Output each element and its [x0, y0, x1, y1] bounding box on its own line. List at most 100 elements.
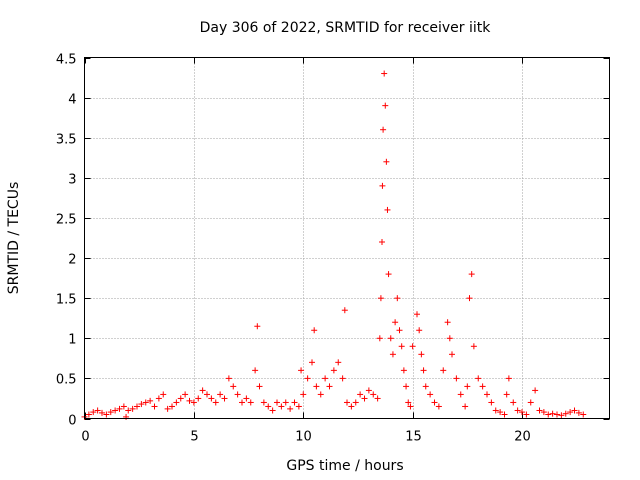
data-point [298, 367, 305, 374]
data-point [523, 411, 530, 418]
data-point [311, 327, 318, 334]
data-point [400, 367, 407, 374]
data-point [341, 307, 348, 314]
data-point [256, 383, 263, 390]
data-point [309, 359, 315, 366]
data-point [365, 387, 372, 394]
x-tick-label: 0 [81, 430, 89, 445]
y-tick-label: 3 [68, 173, 76, 188]
data-point [387, 335, 394, 342]
data-point [394, 295, 401, 302]
data-point [382, 102, 389, 109]
data-point [464, 383, 471, 390]
y-tick-label: 3.5 [56, 133, 77, 148]
data-point [107, 409, 114, 416]
data-point [204, 391, 210, 398]
data-point [457, 391, 464, 398]
data-point [466, 295, 473, 302]
data-point [376, 335, 383, 342]
data-point [405, 399, 412, 406]
data-point [173, 399, 180, 406]
data-point [370, 391, 377, 398]
data-point [243, 395, 250, 402]
tick-labels: 0 0.5 1 1.5 2 2.5 3 3.5 4 4.5 0 5 10 15 20 [56, 53, 531, 445]
plot-frame [84, 57, 610, 419]
data-point [501, 411, 508, 418]
data-point [385, 271, 392, 278]
data-point [155, 395, 162, 402]
data-point [492, 407, 499, 414]
x-tick-label: 20 [514, 430, 531, 445]
data-point [221, 395, 228, 402]
y-tick-label: 0.5 [56, 373, 77, 388]
data-point [291, 399, 298, 406]
data-point [444, 319, 451, 326]
data-point [208, 395, 215, 402]
data-point [317, 391, 324, 398]
data-point [532, 387, 539, 394]
data-points [81, 70, 587, 420]
data-point [147, 397, 154, 404]
data-point [278, 403, 285, 410]
data-point [160, 391, 167, 398]
data-point [407, 403, 414, 410]
data-point [470, 343, 477, 350]
data-point [449, 351, 455, 358]
data-point [186, 397, 193, 404]
y-tick-label: 1.5 [56, 293, 77, 308]
data-point [475, 375, 482, 382]
data-point [374, 395, 381, 402]
data-point [348, 403, 355, 410]
data-point [505, 375, 512, 382]
data-point [396, 327, 403, 334]
data-point [295, 403, 302, 410]
data-point [182, 391, 189, 398]
y-tick-label: 4.5 [56, 53, 77, 68]
data-point [339, 375, 346, 382]
data-point [510, 399, 517, 406]
data-point [580, 411, 587, 418]
data-point [377, 295, 384, 302]
data-point [304, 375, 311, 382]
data-point [234, 391, 241, 398]
data-point [389, 351, 396, 358]
data-point [94, 407, 101, 414]
y-tick-label: 4 [68, 93, 76, 108]
data-point [103, 411, 110, 418]
data-point [435, 403, 442, 410]
data-point [265, 403, 272, 410]
data-point [151, 403, 158, 410]
data-point [514, 407, 521, 414]
data-point [361, 395, 368, 402]
data-point [287, 405, 294, 412]
data-point [503, 391, 510, 398]
data-point [322, 375, 329, 382]
data-point [468, 271, 475, 278]
data-point [558, 412, 565, 419]
data-point [169, 403, 175, 410]
data-point [269, 407, 276, 414]
data-point [344, 399, 350, 406]
data-point [247, 399, 254, 406]
data-point [379, 239, 385, 246]
data-point [497, 409, 504, 416]
data-point [300, 391, 307, 398]
data-point [540, 409, 547, 416]
data-point [462, 403, 469, 410]
chart-title: Day 306 of 2022, SRMTID for receiver iit… [200, 20, 492, 36]
data-point [527, 399, 534, 406]
data-point [357, 391, 364, 398]
data-point [440, 367, 447, 374]
data-point [116, 405, 123, 412]
data-point [554, 411, 560, 418]
x-axis-label: GPS time / hours [286, 458, 403, 474]
data-point [379, 182, 386, 189]
data-point [254, 323, 261, 330]
data-point [274, 399, 280, 406]
data-point [567, 409, 574, 416]
data-point [488, 399, 495, 406]
data-point [427, 391, 434, 398]
data-point [549, 410, 556, 417]
data-point [230, 383, 237, 390]
data-point [383, 158, 390, 165]
